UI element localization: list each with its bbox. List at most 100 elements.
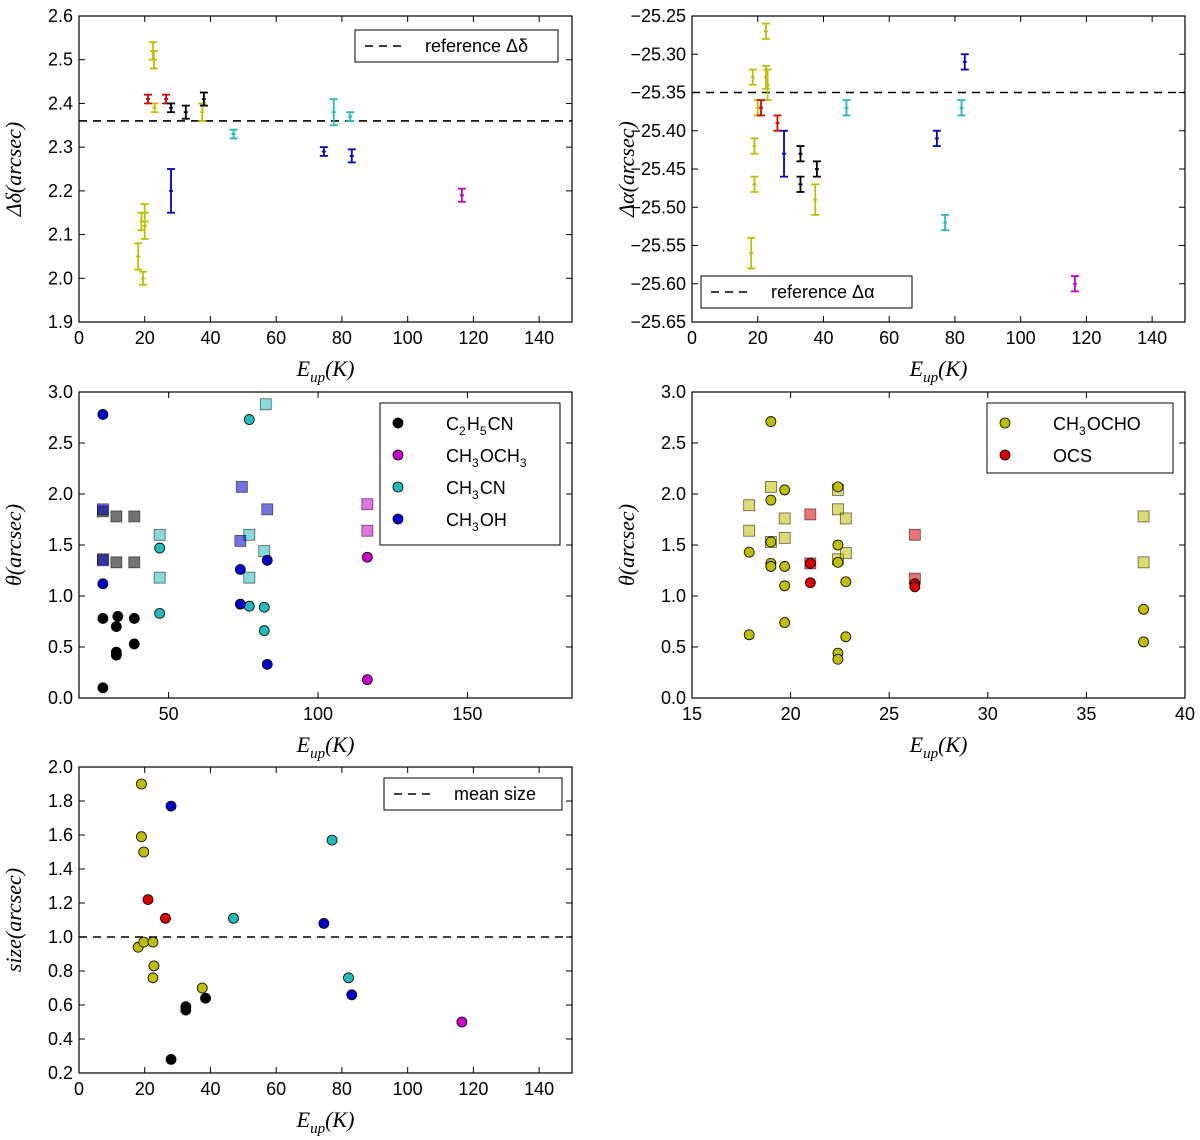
x-tick-label: 40 bbox=[1175, 704, 1195, 724]
y-tick-label: 1.2 bbox=[48, 893, 73, 913]
square-point-ocs bbox=[804, 508, 817, 521]
y-tick-label: 0.0 bbox=[48, 688, 73, 708]
errorbar-point-ch3oh bbox=[167, 168, 176, 214]
errorbar-point-ch3cn bbox=[842, 99, 851, 117]
y-tick-label: −25.25 bbox=[630, 6, 686, 26]
x-tick-label: 100 bbox=[393, 1079, 423, 1099]
errorbar-point-ch3ocho bbox=[748, 68, 757, 86]
x-tick-label: 35 bbox=[1076, 704, 1096, 724]
y-tick-label: 0.8 bbox=[48, 961, 73, 981]
circle-point-ch3ocho bbox=[779, 617, 791, 628]
legend-label-subscript: 5 bbox=[480, 424, 487, 438]
point-ch3ocho bbox=[136, 778, 147, 790]
x-tick-label: 120 bbox=[458, 1079, 488, 1099]
circle-point-c2h5cn bbox=[128, 638, 140, 650]
panel-theta-b: 15 20 25 30 35 40 0.0 0.5 1.0 1.5 2.0 2.5 3.0 Eup(K) θ… bbox=[614, 382, 1195, 762]
circle-point-ch3oh bbox=[97, 578, 109, 590]
square-point-ch3cn bbox=[259, 398, 272, 411]
legend-label-subscript: 3 bbox=[520, 456, 527, 470]
square-point-ocs bbox=[908, 528, 921, 541]
point-c2h5cn bbox=[200, 992, 211, 1004]
x-tick-label: 100 bbox=[393, 328, 423, 348]
x-tick-label: 140 bbox=[1137, 328, 1167, 348]
plot-frame bbox=[691, 15, 1186, 323]
legend-label-part: CN bbox=[480, 478, 506, 498]
x-tick-label: 80 bbox=[945, 328, 965, 348]
point-ch3cn bbox=[228, 912, 239, 924]
errorbar-point-ch3ocho bbox=[140, 203, 149, 223]
square-point-ch3cn bbox=[153, 571, 166, 584]
x-tick-label: 140 bbox=[524, 328, 554, 348]
legend-box bbox=[986, 402, 1174, 474]
circle-point-c2h5cn bbox=[97, 613, 109, 624]
x-tick-label: 40 bbox=[200, 328, 220, 348]
errorbar-point-ch3oh bbox=[319, 146, 328, 157]
x-tick-label: 100 bbox=[303, 704, 333, 724]
legend-label-part: C bbox=[446, 414, 459, 434]
y-tick-label: 2.5 bbox=[48, 50, 73, 70]
y-tick-label: 2.3 bbox=[48, 137, 73, 157]
legend-label-part: OH bbox=[480, 510, 507, 530]
circle-point-ch3oh bbox=[261, 658, 273, 670]
errorbar-point-ocs bbox=[757, 99, 766, 117]
legend-label-part: OCHO bbox=[1087, 414, 1141, 434]
legend-box bbox=[700, 275, 913, 309]
y-tick-label: −25.60 bbox=[630, 274, 686, 294]
y-axis-label: size(arcsec) bbox=[1, 868, 26, 972]
x-tick-label: 140 bbox=[524, 1079, 554, 1099]
x-axis-label: Eup(K) bbox=[909, 732, 968, 762]
circle-point-ocs bbox=[804, 577, 816, 589]
x-tick-label: 15 bbox=[682, 704, 702, 724]
errorbar-point-ch3ocho bbox=[150, 102, 159, 114]
errorbar-point-ch3och3 bbox=[457, 187, 466, 203]
square-point-ch3ocho bbox=[764, 480, 777, 493]
y-tick-label: 2.0 bbox=[661, 484, 686, 504]
square-point-ch3cn bbox=[153, 528, 166, 541]
circle-point-ch3cn bbox=[243, 414, 255, 425]
x-tick-label: 0 bbox=[74, 1079, 84, 1099]
errorbar-point-ch3oh bbox=[780, 129, 789, 178]
y-tick-label: 2.0 bbox=[48, 484, 73, 504]
errorbar-point-ch3cn bbox=[941, 213, 950, 232]
square-point-ch3cn bbox=[243, 571, 256, 584]
errorbar-point-ch3cn bbox=[346, 111, 355, 122]
legend-marker-ch3oh bbox=[392, 513, 404, 525]
y-tick-label: −25.30 bbox=[630, 44, 686, 64]
circle-point-ch3cn bbox=[154, 607, 166, 619]
x-tick-label: 80 bbox=[332, 1079, 352, 1099]
circle-point-ch3ocho bbox=[840, 631, 852, 643]
circle-point-ocs bbox=[804, 557, 816, 569]
circle-point-c2h5cn bbox=[128, 613, 140, 624]
x-tick-label: 25 bbox=[879, 704, 899, 724]
x-tick-label: 40 bbox=[200, 1079, 220, 1099]
legend-label-ch3oh: CH3 OH bbox=[446, 510, 507, 534]
legend-marker-ch3cn bbox=[392, 481, 404, 493]
point-ch3ocho bbox=[196, 982, 208, 994]
errorbar-point-c2h5cn bbox=[796, 145, 805, 163]
panel-theta-a: 50 100 150 0.0 0.5 1.0 1.5 2.0 2.5 3.0 Eup(K) θ(arc… bbox=[1, 382, 573, 762]
errorbar-point-c2h5cn bbox=[199, 91, 208, 107]
circle-point-ch3ocho bbox=[765, 561, 777, 572]
legend-label-part: CH bbox=[446, 510, 472, 530]
circle-point-ch3ocho bbox=[832, 539, 844, 551]
point-ch3oh bbox=[318, 918, 330, 929]
errorbar-point-ch3cn bbox=[957, 99, 966, 117]
square-point-ch3ocho bbox=[832, 503, 844, 516]
x-axis-label: Eup(K) bbox=[296, 1107, 355, 1137]
circle-point-ch3ocho bbox=[765, 494, 777, 506]
point-ocs bbox=[160, 912, 171, 924]
y-tick-label: −25.35 bbox=[630, 83, 686, 103]
square-point-ch3och3 bbox=[361, 524, 374, 537]
legend-label-part: OCH bbox=[480, 446, 520, 466]
legend-label-ch3cn: CH3 CN bbox=[446, 478, 506, 502]
y-tick-label: 0.2 bbox=[48, 1063, 73, 1083]
errorbar-point-ch3oh bbox=[960, 53, 969, 71]
legend-label-subscript: 3 bbox=[472, 520, 479, 534]
errorbar-point-ch3ocho bbox=[149, 50, 158, 70]
y-tick-label: −25.50 bbox=[630, 197, 686, 217]
y-tick-label: 1.0 bbox=[661, 586, 686, 606]
circle-point-ch3ocho bbox=[840, 576, 852, 588]
circle-point-ch3ocho bbox=[779, 561, 791, 572]
square-point-ch3ocho bbox=[1137, 556, 1150, 569]
legend-label: reference Δα bbox=[771, 282, 874, 302]
